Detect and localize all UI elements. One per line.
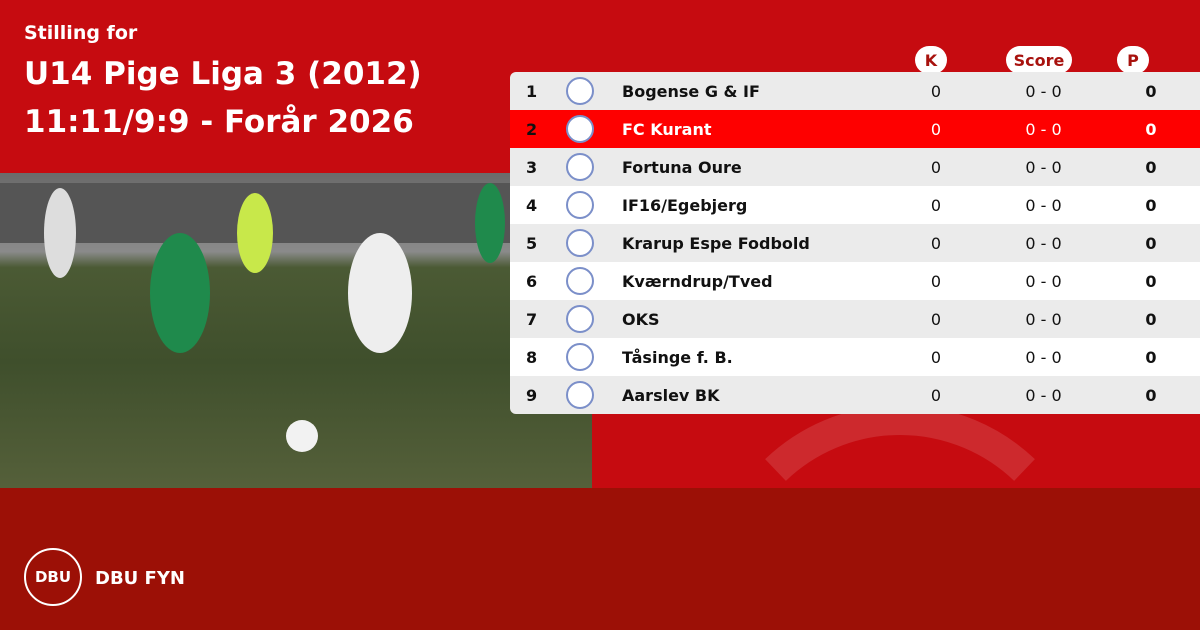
score: 0 - 0 <box>1025 385 1062 405</box>
column-header-p: P <box>1117 46 1149 74</box>
table-row[interactable]: 6 Kværndrup/Tved 0 0 - 0 0 <box>510 262 1200 300</box>
table-row[interactable]: 7 OKS 0 0 - 0 0 <box>510 300 1200 338</box>
matches-played: 0 <box>930 385 942 405</box>
team-logo-icon <box>566 153 594 181</box>
position: 7 <box>526 309 538 329</box>
position: 6 <box>526 271 538 291</box>
position: 2 <box>526 119 538 139</box>
points: 0 <box>1145 81 1157 101</box>
watermark-logo <box>765 405 1035 481</box>
position: 3 <box>526 157 538 177</box>
team-logo-icon <box>566 229 594 257</box>
team-name[interactable]: FC Kurant <box>622 119 712 139</box>
score: 0 - 0 <box>1025 347 1062 367</box>
brand-name: DBU FYN <box>95 568 185 589</box>
team-name[interactable]: IF16/Egebjerg <box>622 195 748 215</box>
matches-played: 0 <box>930 271 942 291</box>
table-row[interactable]: 8 Tåsinge f. B. 0 0 - 0 0 <box>510 338 1200 376</box>
points: 0 <box>1145 271 1157 291</box>
team-name[interactable]: Aarslev BK <box>622 385 720 405</box>
match-photo <box>0 173 592 488</box>
team-logo-icon <box>566 115 594 143</box>
dbu-logo: DBU <box>24 548 82 606</box>
points: 0 <box>1145 309 1157 329</box>
position: 8 <box>526 347 538 367</box>
team-name[interactable]: Krarup Espe Fodbold <box>622 233 810 253</box>
position: 5 <box>526 233 538 253</box>
team-logo-icon <box>566 267 594 295</box>
score: 0 - 0 <box>1025 157 1062 177</box>
table-row[interactable]: 3 Fortuna Oure 0 0 - 0 0 <box>510 148 1200 186</box>
matches-played: 0 <box>930 81 942 101</box>
score: 0 - 0 <box>1025 233 1062 253</box>
table-row[interactable]: 5 Krarup Espe Fodbold 0 0 - 0 0 <box>510 224 1200 262</box>
points: 0 <box>1145 119 1157 139</box>
matches-played: 0 <box>930 347 942 367</box>
team-name[interactable]: Kværndrup/Tved <box>622 271 773 291</box>
points: 0 <box>1145 347 1157 367</box>
page-title: U14 Pige Liga 3 (2012) <box>24 56 422 92</box>
matches-played: 0 <box>930 233 942 253</box>
season-title: 11:11/9:9 - Forår 2026 <box>24 104 414 140</box>
matches-played: 0 <box>930 157 942 177</box>
team-logo-icon <box>566 343 594 371</box>
score: 0 - 0 <box>1025 309 1062 329</box>
team-name[interactable]: Tåsinge f. B. <box>622 347 733 367</box>
team-name[interactable]: Bogense G & IF <box>622 81 760 101</box>
score: 0 - 0 <box>1025 81 1062 101</box>
team-logo-icon <box>566 191 594 219</box>
matches-played: 0 <box>930 119 942 139</box>
team-name[interactable]: OKS <box>622 309 660 329</box>
subtitle: Stilling for <box>24 22 138 44</box>
points: 0 <box>1145 385 1157 405</box>
position: 9 <box>526 385 538 405</box>
points: 0 <box>1145 195 1157 215</box>
table-row[interactable]: 2 FC Kurant 0 0 - 0 0 <box>510 110 1200 148</box>
team-logo-icon <box>566 77 594 105</box>
matches-played: 0 <box>930 309 942 329</box>
column-header-k: K <box>915 46 947 74</box>
table-row[interactable]: 9 Aarslev BK 0 0 - 0 0 <box>510 376 1200 414</box>
team-name[interactable]: Fortuna Oure <box>622 157 742 177</box>
column-header-score: Score <box>1006 46 1072 74</box>
table-row[interactable]: 4 IF16/Egebjerg 0 0 - 0 0 <box>510 186 1200 224</box>
matches-played: 0 <box>930 195 942 215</box>
points: 0 <box>1145 157 1157 177</box>
points: 0 <box>1145 233 1157 253</box>
team-logo-icon <box>566 381 594 409</box>
score: 0 - 0 <box>1025 119 1062 139</box>
team-logo-icon <box>566 305 594 333</box>
table-row[interactable]: 1 Bogense G & IF 0 0 - 0 0 <box>510 72 1200 110</box>
position: 1 <box>526 81 538 101</box>
score: 0 - 0 <box>1025 195 1062 215</box>
score: 0 - 0 <box>1025 271 1062 291</box>
position: 4 <box>526 195 538 215</box>
